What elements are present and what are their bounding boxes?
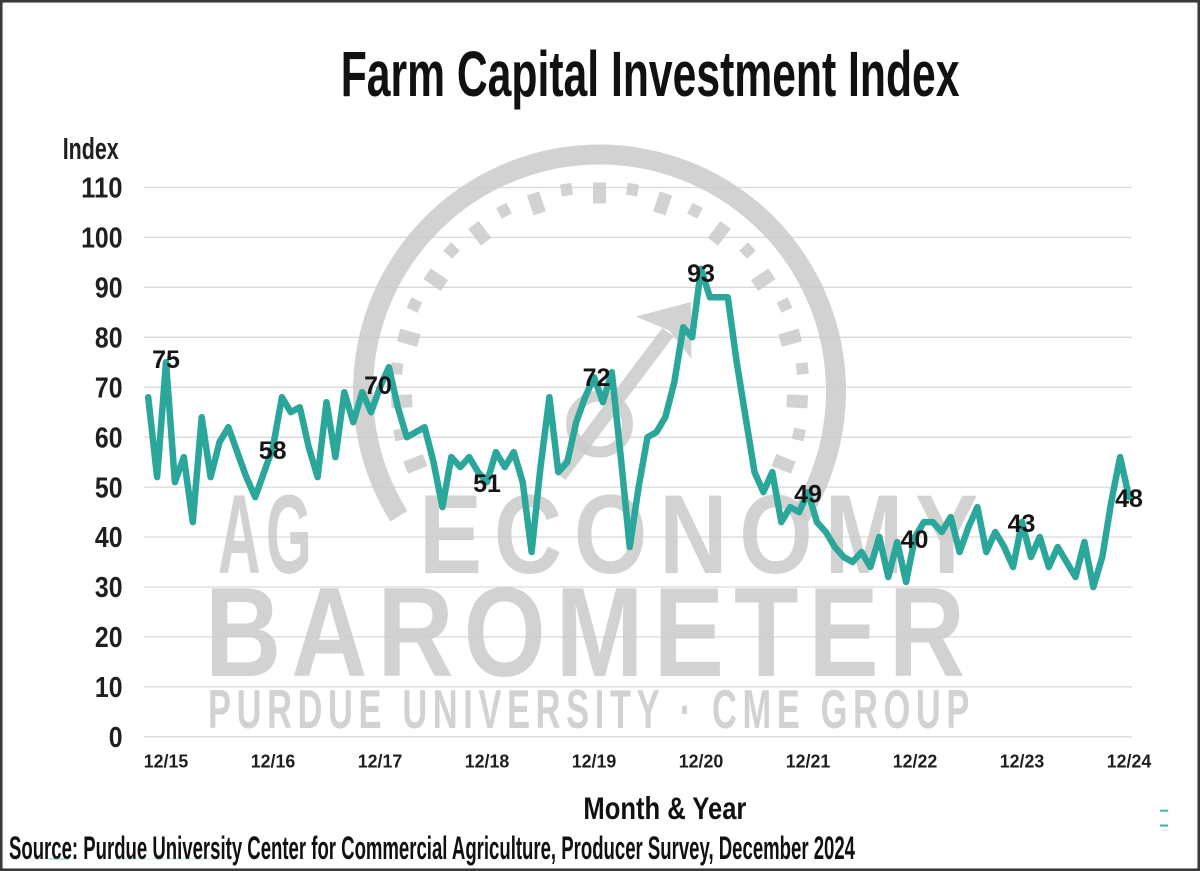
- svg-text:12/19: 12/19: [572, 750, 617, 771]
- svg-text:Month & Year: Month & Year: [583, 791, 746, 826]
- svg-text:BAROMETER: BAROMETER: [205, 561, 975, 703]
- svg-text:75: 75: [152, 346, 180, 374]
- svg-text:Source: Purdue University Cent: Source: Purdue University Center for Com…: [9, 830, 855, 866]
- svg-text:0: 0: [109, 722, 123, 754]
- svg-text:ECONOMY: ECONOMY: [419, 472, 990, 597]
- svg-text:Farm Capital Investment Index: Farm Capital Investment Index: [341, 39, 960, 110]
- svg-text:20: 20: [95, 622, 123, 654]
- svg-text:90: 90: [95, 273, 123, 305]
- svg-text:12/20: 12/20: [679, 750, 724, 771]
- svg-text:30: 30: [95, 572, 123, 604]
- svg-text:12/16: 12/16: [251, 750, 296, 771]
- svg-text:70: 70: [364, 372, 392, 400]
- svg-text:100: 100: [81, 223, 122, 255]
- svg-text:AG: AG: [218, 472, 317, 597]
- svg-text:40: 40: [901, 526, 929, 554]
- svg-text:43: 43: [1008, 510, 1036, 538]
- svg-text:12/18: 12/18: [465, 750, 510, 771]
- svg-text:Index: Index: [63, 131, 120, 166]
- svg-text:12/22: 12/22: [893, 750, 938, 771]
- svg-text:12/24: 12/24: [1107, 750, 1152, 771]
- svg-text:PURDUE UNIVERSITY · CME GROUP: PURDUE UNIVERSITY · CME GROUP: [208, 678, 975, 740]
- svg-text:12/21: 12/21: [786, 750, 831, 771]
- svg-text:51: 51: [473, 470, 501, 498]
- svg-text:49: 49: [794, 481, 822, 509]
- svg-text:12/15: 12/15: [144, 750, 189, 771]
- svg-text:48: 48: [1115, 485, 1143, 513]
- svg-text:10: 10: [95, 672, 123, 704]
- svg-text:60: 60: [95, 422, 123, 454]
- svg-text:72: 72: [583, 364, 611, 392]
- svg-text:40: 40: [95, 522, 123, 554]
- svg-text:50: 50: [95, 472, 123, 504]
- svg-text:12/17: 12/17: [358, 750, 403, 771]
- svg-text:110: 110: [81, 173, 122, 205]
- svg-text:70: 70: [95, 372, 123, 404]
- svg-text:93: 93: [687, 260, 715, 288]
- svg-text:58: 58: [259, 437, 287, 465]
- svg-text:80: 80: [95, 323, 123, 355]
- svg-text:12/23: 12/23: [1000, 750, 1045, 771]
